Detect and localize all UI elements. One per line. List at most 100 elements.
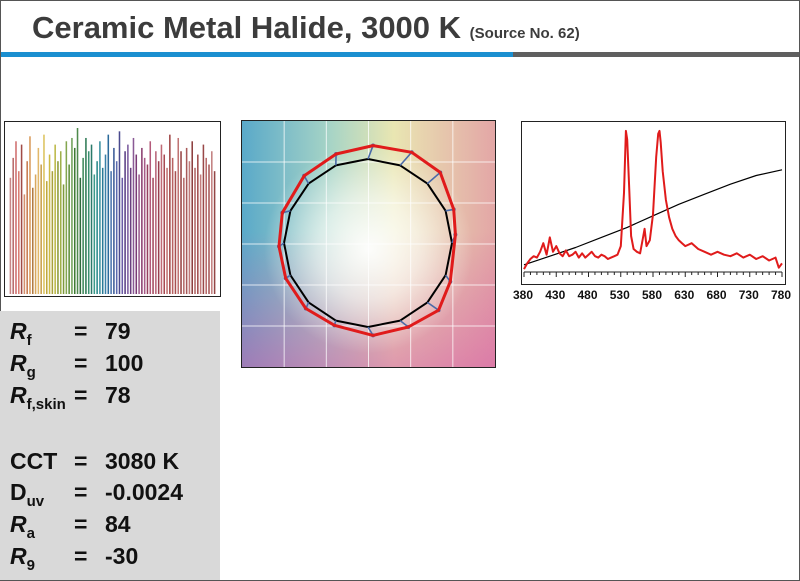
metric-row: Rf,skin = 78 [10,382,220,413]
fidelity-bar [23,194,26,294]
fidelity-bar [99,141,101,294]
metric-value: 79 [105,318,131,344]
fidelity-bar [79,177,82,294]
x-tick-label: 380 [512,288,534,302]
fidelity-bar-chart [4,121,221,297]
fidelity-bar [141,147,143,294]
hue-shift-arrow [367,145,374,160]
fidelity-bar [191,141,193,294]
metric-value: -0.0024 [105,479,184,505]
metric-equals: = [74,350,88,376]
metric-subscript: f,skin [26,396,66,413]
fidelity-bar [96,161,98,294]
metric-symbol: R [10,511,27,537]
fidelity-bar [82,157,84,294]
fidelity-bar [121,177,124,294]
fidelity-bar [152,177,154,294]
x-tick-label: 780 [770,288,792,302]
fidelity-bar [157,161,160,294]
metric-label: Rg [10,350,36,381]
fidelity-bar [169,134,171,294]
metric-label: R9 [10,543,35,574]
metric-subscript: uv [26,493,45,510]
x-tick-label: 680 [706,288,727,302]
fidelity-bar [183,177,185,294]
fidelity-bar [180,151,182,294]
spectral-x-axis: 380 430 480 530 580 630 680 730 780 [508,288,798,304]
metric-symbol: R [10,318,27,344]
fidelity-bar [132,137,135,294]
metric-row: CCT = 3080 K [10,448,220,478]
fidelity-bar [20,144,23,294]
metric-label: Rf [10,318,32,349]
fidelity-bar [149,141,152,294]
fidelity-bar [107,134,110,294]
metric-equals: = [74,479,88,505]
fidelity-bar [29,136,31,294]
fidelity-bar [202,144,205,294]
fidelity-bar [110,171,112,294]
fidelity-bar [124,151,126,294]
metric-value: -30 [105,543,139,569]
x-tick-label: 480 [577,288,598,302]
metric-row: Rf = 79 [10,318,220,349]
x-tick-label: 530 [609,288,630,302]
fidelity-bar [40,164,42,294]
metric-value: 84 [105,511,131,537]
fidelity-bar [26,161,28,294]
fidelity-bar [211,151,213,294]
metric-label: Ra [10,511,35,542]
metric-value: 100 [105,350,144,376]
metric-equals: = [74,448,88,474]
fidelity-bar [73,147,76,294]
fidelity-bar [93,174,96,294]
fidelity-bar [9,177,12,294]
header-rule-dark [513,52,799,57]
fidelity-bar [51,171,54,294]
metric-subscript: a [26,525,35,542]
fidelity-bar [18,171,20,294]
fidelity-bar [65,141,68,294]
metric-equals: = [74,382,88,408]
fidelity-bar [166,167,168,294]
fidelity-bar [48,154,51,294]
test-source-gamut [277,144,457,337]
fidelity-bar [208,164,210,294]
fidelity-bar [85,137,87,294]
metrics-panel: Rf = 79 Rg = 100 Rf,skin = 78 CCT = 3080 K Duv = -0.00… [0,311,220,580]
fidelity-bar [146,164,149,294]
fidelity-bar-chart-svg [9,128,216,294]
fidelity-bar [76,128,79,294]
fidelity-bar [129,167,132,294]
fidelity-bar [37,147,40,294]
fidelity-bar [68,164,70,294]
metric-label: Duv [10,479,44,510]
metric-equals: = [74,318,88,344]
x-tick-label: 580 [641,288,663,302]
metric-symbol: R [10,382,27,408]
fidelity-bar [174,171,177,294]
metric-subscript: 9 [26,557,35,574]
fidelity-bar [177,137,180,294]
page-title: Ceramic Metal Halide, 3000 K (Source No.… [32,10,580,46]
fidelity-bar [118,131,121,294]
fidelity-bar [12,157,14,294]
hue-shift-arrow [399,151,413,166]
spectral-power-chart-svg [523,129,783,277]
fidelity-bar [54,144,56,294]
metric-label: Rf,skin [10,382,66,413]
fidelity-bar [188,161,191,294]
metric-row: Rg = 100 [10,350,220,381]
fidelity-bar [59,151,62,294]
color-vector-graphic [241,120,496,368]
fidelity-bar [135,154,138,294]
fidelity-bar [163,154,166,294]
metric-row: Ra = 84 [10,511,220,542]
fidelity-bar [171,157,174,294]
metric-subscript: f [26,332,32,349]
fidelity-bar [101,167,104,294]
x-tick-label: 730 [738,288,759,302]
hue-shift-arrow [426,301,440,311]
metric-symbol: D [10,479,27,505]
fidelity-bar [43,134,45,294]
